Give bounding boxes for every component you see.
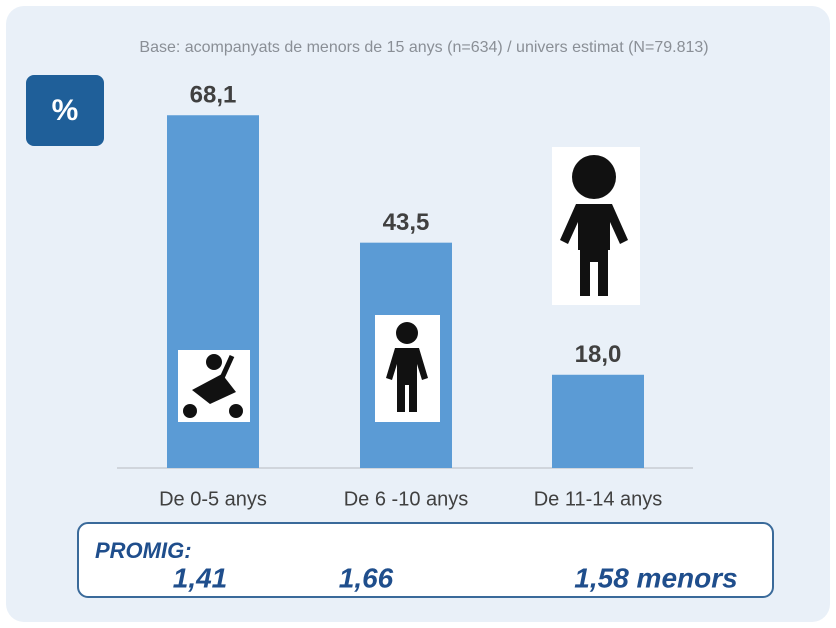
value-label: 68,1 (190, 82, 237, 109)
child-icon (375, 315, 440, 422)
x-tick-label: De 11-14 anys (534, 488, 663, 510)
bar (552, 374, 644, 468)
unit-badge (26, 75, 104, 146)
x-tick-label: De 0-5 anys (159, 488, 267, 510)
chart-subtitle: Base: acompanyats de menors de 15 anys (… (139, 39, 708, 56)
value-label: 18,0 (575, 341, 622, 368)
promig-box (77, 522, 774, 598)
promig-label: PROMIG: (95, 538, 192, 563)
promig-value: 1,58 menors (574, 562, 737, 593)
stroller-icon (178, 350, 250, 422)
promig-value: 1,41 (173, 562, 228, 593)
value-label: 43,5 (383, 209, 430, 236)
unit-badge-text: % (52, 94, 79, 127)
promig-value: 1,66 (339, 562, 394, 593)
x-tick-label: De 6 -10 anys (344, 488, 469, 510)
boy-icon (552, 147, 640, 305)
